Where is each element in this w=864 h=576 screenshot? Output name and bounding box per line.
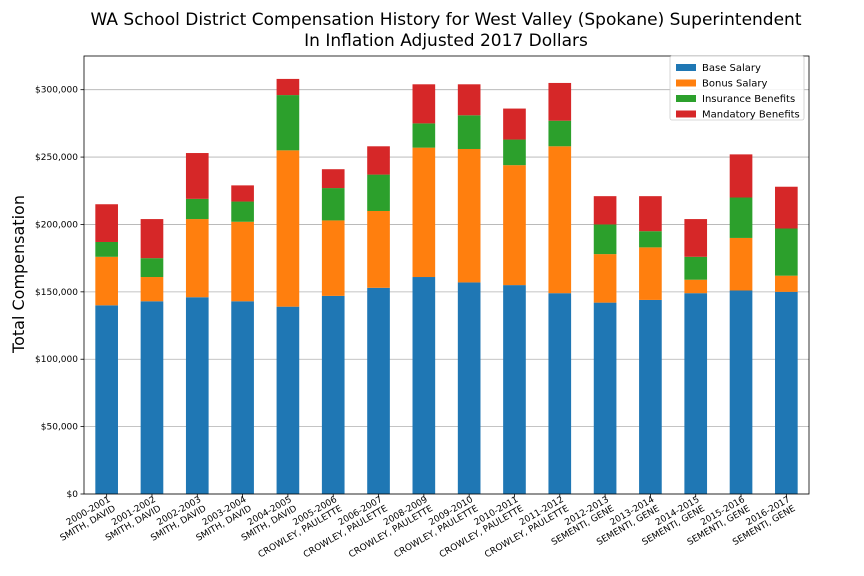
legend-swatch [676,64,696,71]
bar-segment-bonus-salary [729,237,753,291]
chart-subtitle: In Inflation Adjusted 2017 Dollars [304,31,588,51]
bar-segment-bonus-salary [593,254,617,303]
legend-swatch [676,95,696,102]
bar-segment-bonus-salary [140,277,164,302]
bars [95,78,798,494]
bar-segment-base-salary [412,277,436,494]
bar-segment-base-salary [684,293,708,494]
bar-segment-mandatory-benefits [185,153,209,199]
plot-area-frame [83,55,810,495]
bar-segment-insurance-benefits [367,174,390,211]
y-tick-label: $150,000 [35,288,78,298]
bar-segment-bonus-salary [548,146,572,294]
bar-segment-bonus-salary [367,210,390,288]
bar-segment-mandatory-benefits [140,219,164,259]
bar-segment-base-salary [729,290,753,494]
bar-segment-mandatory-benefits [457,84,481,116]
y-tick-label: $100,000 [35,355,78,365]
bar-segment-insurance-benefits [593,224,617,255]
bar-segment-bonus-salary [503,165,526,286]
bar-segment-base-salary [321,295,345,494]
bar-segment-mandatory-benefits [95,204,118,242]
bar-segment-mandatory-benefits [593,196,617,225]
y-axis-label: Total Compensation [9,195,28,354]
bar-segment-base-salary [503,285,526,494]
bar-segment-mandatory-benefits [321,169,345,189]
legend-swatch [676,79,696,87]
bar-segment-insurance-benefits [185,198,209,220]
bar-segment-mandatory-benefits [276,78,300,96]
chart-title: WA School District Compensation History … [90,10,801,30]
bar-segment-bonus-salary [457,148,481,283]
bar-segment-base-salary [775,291,798,494]
bar-segment-base-salary [548,293,572,494]
bar-segment-insurance-benefits [457,115,481,149]
bar-segment-mandatory-benefits [775,186,798,229]
bar-segment-mandatory-benefits [639,196,662,232]
bar-segment-insurance-benefits [276,95,300,151]
bar-segment-base-salary [185,297,209,494]
bar-segment-base-salary [95,305,118,494]
bar-segment-bonus-salary [775,275,798,292]
legend: Base Salary Bonus Salary Insurance Benefit… [669,55,805,121]
bar-segment-insurance-benefits [775,228,798,276]
legend-label: Base Salary [702,63,761,74]
legend-label: Insurance Benefits [702,94,795,105]
legend-label: Bonus Salary [702,79,768,90]
bar-segment-insurance-benefits [548,120,572,147]
bar-segment-insurance-benefits [503,139,526,166]
y-tick-label: $50,000 [41,423,78,433]
bar-segment-bonus-salary [231,221,254,302]
bar-segment-mandatory-benefits [503,108,526,140]
y-tick-label: $200,000 [35,220,78,230]
bar-segment-insurance-benefits [412,123,436,148]
bar-segment-bonus-salary [321,220,345,296]
bar-segment-base-salary [457,282,481,494]
bar-segment-insurance-benefits [321,188,345,221]
y-tick-label: $0 [67,490,79,500]
legend-swatch [676,110,696,118]
y-tick-label: $250,000 [35,153,78,163]
bar-segment-bonus-salary [95,256,118,306]
legend-box [669,55,805,121]
bar-segment-bonus-salary [185,219,209,298]
bar-segment-base-salary [639,299,662,494]
bar-segment-base-salary [593,302,617,494]
y-axis-ticks: $0 $50,000 $100,000 $150,000 $200,000 $250,00… [35,86,84,500]
bar-segment-bonus-salary [412,147,436,278]
bar-segment-insurance-benefits [231,201,254,222]
bar-segment-insurance-benefits [684,256,708,280]
y-tick-label: $300,000 [35,86,78,96]
bar-segment-insurance-benefits [95,241,118,257]
bar-segment-insurance-benefits [639,231,662,248]
bar-segment-base-salary [367,287,390,494]
bar-segment-bonus-salary [276,150,300,307]
bar-segment-insurance-benefits [729,197,753,238]
bar-segment-mandatory-benefits [548,82,572,121]
legend-label: Mandatory Benefits [702,110,800,121]
bar-segment-base-salary [140,301,164,494]
bar-segment-base-salary [231,301,254,494]
bar-segment-bonus-salary [684,279,708,294]
bar-segment-mandatory-benefits [412,84,436,124]
bar-segment-bonus-salary [639,247,662,300]
bar-segment-mandatory-benefits [729,154,753,198]
bar-segment-mandatory-benefits [231,185,254,202]
bar-segment-insurance-benefits [140,258,164,278]
bar-segment-mandatory-benefits [684,219,708,257]
bar-segment-base-salary [276,306,300,494]
bar-segment-mandatory-benefits [367,146,390,175]
